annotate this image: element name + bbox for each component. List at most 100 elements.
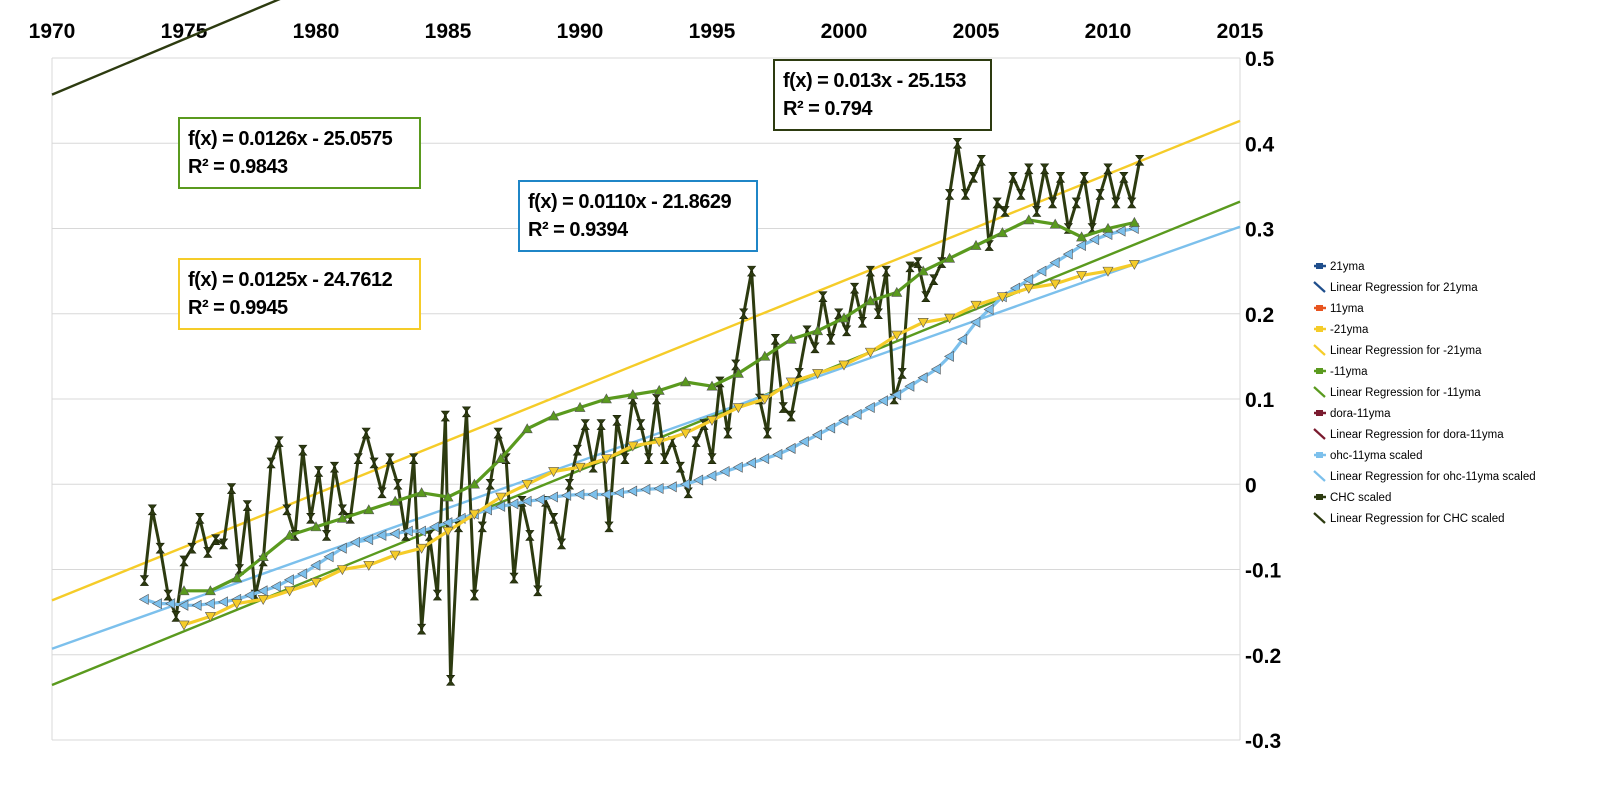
y-axis-ticks: 0.5 0.4 0.3 0.2 0.1 0 -0.1 -0.2 -0.3	[1245, 48, 1282, 753]
data-point	[976, 155, 986, 166]
data-point	[485, 478, 495, 490]
legend-marker	[1316, 494, 1323, 500]
data-point	[1102, 266, 1114, 277]
data-point	[424, 530, 435, 541]
data-point	[746, 265, 757, 277]
data-point	[675, 461, 685, 473]
data-point	[336, 565, 348, 576]
data-point	[917, 372, 928, 384]
data-point	[778, 402, 788, 413]
data-point	[218, 538, 229, 550]
legend-item: 21yma	[1314, 261, 1365, 273]
data-point	[442, 491, 454, 502]
data-point	[580, 419, 590, 430]
data-point	[363, 560, 375, 571]
data-point	[361, 427, 371, 439]
data-point	[270, 581, 281, 593]
data-point	[178, 599, 189, 611]
legend-swatch	[1313, 344, 1326, 356]
data-point	[1024, 163, 1034, 175]
legend-marker	[1316, 326, 1323, 332]
data-point	[600, 393, 612, 404]
data-point	[1000, 206, 1010, 217]
data-point	[877, 395, 888, 407]
data-point	[187, 542, 197, 554]
data-point	[864, 347, 876, 358]
data-point	[377, 487, 387, 499]
data-point	[329, 461, 340, 473]
legend-label: 11yma	[1330, 303, 1364, 315]
legend-swatch	[1313, 470, 1326, 482]
data-point	[266, 457, 276, 469]
data-point	[171, 611, 181, 622]
data-point	[203, 547, 213, 558]
data-point	[680, 428, 692, 439]
series-layer	[138, 137, 1145, 686]
data-point	[904, 380, 915, 392]
data-point	[653, 483, 664, 495]
data-point	[147, 504, 157, 516]
data-point	[864, 402, 875, 414]
data-point	[155, 542, 165, 554]
data-point	[772, 448, 783, 460]
data-point	[666, 481, 677, 493]
legend-item: 11yma	[1314, 303, 1364, 315]
data-point	[996, 292, 1008, 303]
data-point	[442, 517, 453, 529]
legend-marker	[1316, 452, 1323, 458]
data-point	[234, 564, 245, 575]
data-point	[521, 423, 533, 434]
legend-item: dora-11yma	[1314, 408, 1391, 420]
data-point	[1023, 214, 1035, 225]
data-point	[533, 585, 543, 597]
data-point	[873, 308, 883, 320]
data-point	[1089, 234, 1100, 246]
data-point	[1128, 260, 1140, 270]
series-3	[178, 214, 1140, 596]
data-point	[842, 325, 852, 337]
data-point	[1016, 189, 1026, 200]
data-point	[745, 457, 756, 469]
data-point	[314, 466, 324, 477]
data-point	[283, 574, 294, 586]
data-point	[469, 589, 480, 601]
data-point	[968, 172, 978, 183]
legend-label: Linear Regression for -11yma	[1330, 387, 1481, 399]
data-point	[353, 453, 363, 464]
r-squared-text: R² = 0.9394	[528, 219, 628, 241]
legend-label: Linear Regression for CHC scaled	[1330, 513, 1505, 525]
data-point	[1062, 248, 1073, 260]
data-point	[495, 492, 507, 503]
data-point	[1032, 206, 1042, 217]
regression-annotation-minus-11yma: f(x) = 0.0126x - 25.0575 R² = 0.9843	[178, 117, 421, 189]
data-point	[284, 529, 296, 540]
data-point	[393, 478, 403, 490]
data-point	[244, 589, 255, 601]
series-0	[139, 137, 1145, 686]
equation-text: f(x) = 0.013x - 25.153	[783, 70, 967, 92]
data-point	[680, 376, 692, 387]
data-point	[723, 427, 733, 439]
data-point	[402, 525, 413, 537]
data-point	[627, 389, 639, 400]
data-point	[440, 410, 450, 422]
legend-swatch	[1313, 281, 1326, 293]
data-point	[409, 453, 419, 464]
r-squared-text: R² = 0.794	[783, 98, 872, 120]
data-point	[706, 380, 718, 391]
data-point	[905, 261, 915, 273]
data-point	[739, 308, 749, 320]
data-point	[298, 444, 308, 456]
data-point	[363, 534, 374, 546]
data-point	[1076, 231, 1088, 242]
data-point	[891, 286, 903, 297]
x-tick-label: 2005	[953, 20, 1000, 43]
legend-marker	[1316, 263, 1323, 269]
data-point	[952, 137, 963, 149]
trendline-2	[51, 225, 1241, 650]
data-point	[653, 384, 665, 395]
data-point	[600, 488, 611, 500]
x-tick-label: 1995	[689, 20, 736, 43]
y-tick-label: 0.1	[1245, 389, 1275, 412]
